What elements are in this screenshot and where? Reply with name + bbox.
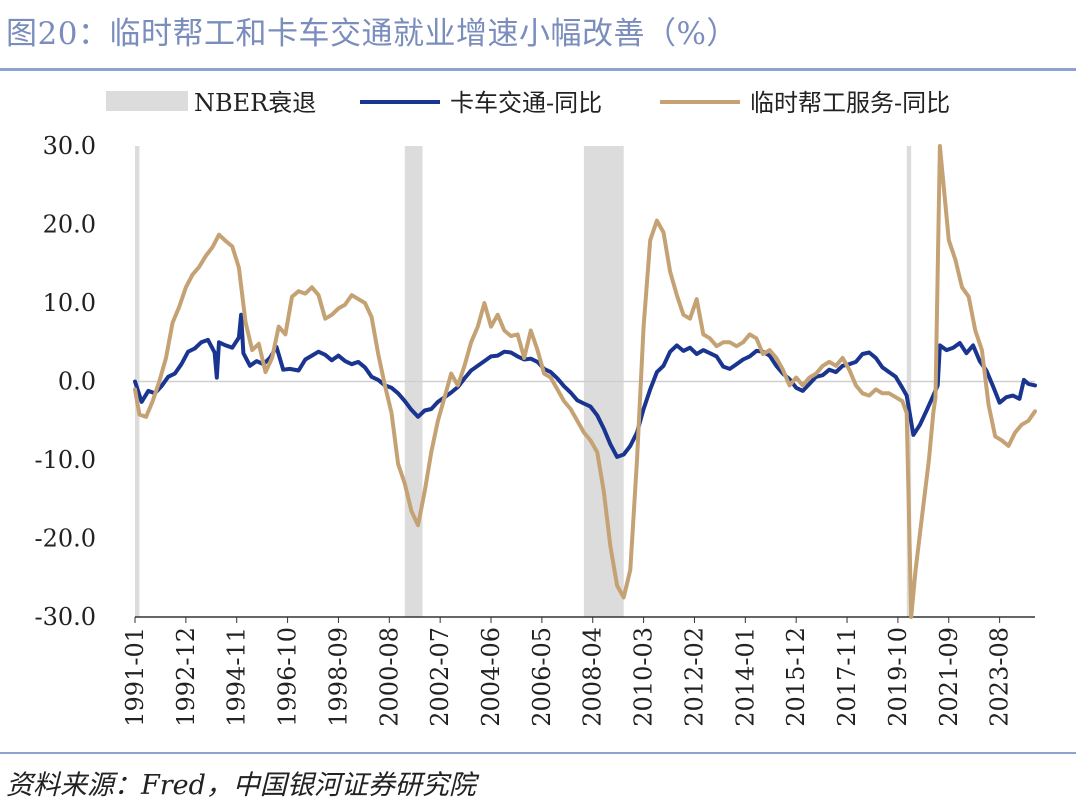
- title-underline: [0, 68, 1076, 71]
- x-tick-label: 2014-01: [731, 627, 759, 727]
- x-tick-label: 2002-07: [426, 627, 454, 727]
- series-line-temp: [133, 144, 1037, 619]
- y-tick-label: -20.0: [34, 525, 96, 553]
- y-tick-label: -10.0: [34, 446, 96, 474]
- x-tick-label: 2008-04: [579, 627, 607, 727]
- x-tick-label: 1996-10: [274, 627, 302, 727]
- x-tick-label: 2004-06: [477, 627, 505, 727]
- legend-label-recession: NBER衰退: [194, 89, 316, 117]
- y-tick-label: 20.0: [43, 211, 96, 239]
- x-tick-label: 2023-08: [986, 627, 1014, 727]
- y-tick-label: 30.0: [43, 132, 96, 160]
- legend-swatch-recession: [106, 91, 188, 111]
- footer-rule: [0, 752, 1076, 754]
- y-tick-label: 0.0: [58, 368, 96, 396]
- x-tick-label: 1992-12: [172, 627, 200, 727]
- x-tick-label: 1994-11: [223, 627, 251, 727]
- source-note: 资料来源：Fred，中国银河证券研究院: [6, 770, 476, 801]
- legend-label-temp: 临时帮工服务-同比: [750, 89, 950, 117]
- y-tick-label: 10.0: [43, 289, 96, 317]
- legend-label-truck: 卡车交通-同比: [450, 89, 602, 117]
- x-tick-label: 2015-12: [782, 627, 810, 727]
- x-tick-label: 2006-05: [528, 627, 556, 727]
- x-tick-label: 1998-09: [324, 627, 352, 727]
- x-tick-label: 2019-10: [884, 627, 912, 727]
- y-tick-label: -30.0: [34, 603, 96, 631]
- x-tick-label: 1991-01: [121, 627, 149, 727]
- line-chart: NBER衰退 卡车交通-同比 临时帮工服务-同比 30.0 20.0 10.0 0.0…: [34, 89, 1037, 727]
- x-tick-label: 2021-09: [935, 627, 963, 727]
- x-axis: 1991-01 1992-12 1994-11 1996-10 1998-09 2000-…: [121, 616, 1035, 727]
- y-axis: 30.0 20.0 10.0 0.0 -10.0 -20.0 -30.0: [34, 132, 1035, 631]
- x-tick-label: 2017-11: [833, 627, 861, 727]
- legend: NBER衰退 卡车交通-同比 临时帮工服务-同比: [106, 89, 950, 117]
- x-tick-label: 2000-08: [375, 627, 403, 727]
- series-lines: [133, 144, 1037, 619]
- x-tick-label: 2012-02: [680, 627, 708, 727]
- chart-title: 图20：临时帮工和卡车交通就业增速小幅改善（%）: [6, 16, 738, 52]
- x-tick-label: 2010-03: [630, 627, 658, 727]
